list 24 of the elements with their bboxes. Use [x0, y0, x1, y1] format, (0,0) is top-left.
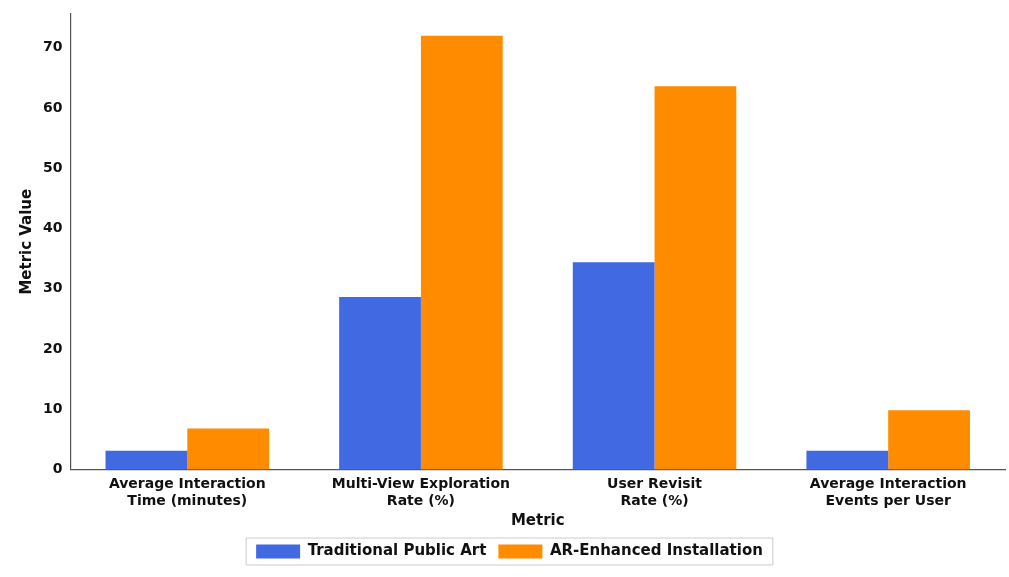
y-tick-label: 60 — [43, 98, 63, 115]
bar — [187, 428, 270, 470]
bar — [888, 410, 970, 470]
bar — [339, 297, 421, 470]
y-tick-label: 50 — [43, 158, 63, 175]
bar — [572, 262, 655, 470]
x-tick-label: User Revisit Rate (%) — [607, 475, 703, 509]
y-tick-label: 20 — [43, 339, 63, 356]
y-tick-label: 40 — [43, 219, 63, 236]
y-tick-label: 70 — [43, 38, 63, 55]
bar — [806, 450, 889, 470]
y-axis-title: Metric Value — [16, 188, 35, 295]
y-tick-label: 0 — [52, 460, 63, 477]
x-axis-title: Metric — [510, 510, 565, 529]
x-tick-label: Average Interaction Events per User — [809, 475, 967, 509]
legend-label: Traditional Public Art — [307, 541, 487, 560]
bar — [654, 86, 737, 470]
bar — [105, 450, 188, 470]
x-tick-label: Multi-View Exploration Rate (%) — [331, 475, 510, 509]
y-tick-label: 30 — [43, 279, 63, 296]
y-tick-label: 10 — [43, 399, 63, 416]
x-tick-label: Average Interaction Time (minutes) — [108, 475, 266, 509]
legend-label: AR-Enhanced Installation — [549, 541, 763, 560]
bar — [420, 35, 503, 470]
